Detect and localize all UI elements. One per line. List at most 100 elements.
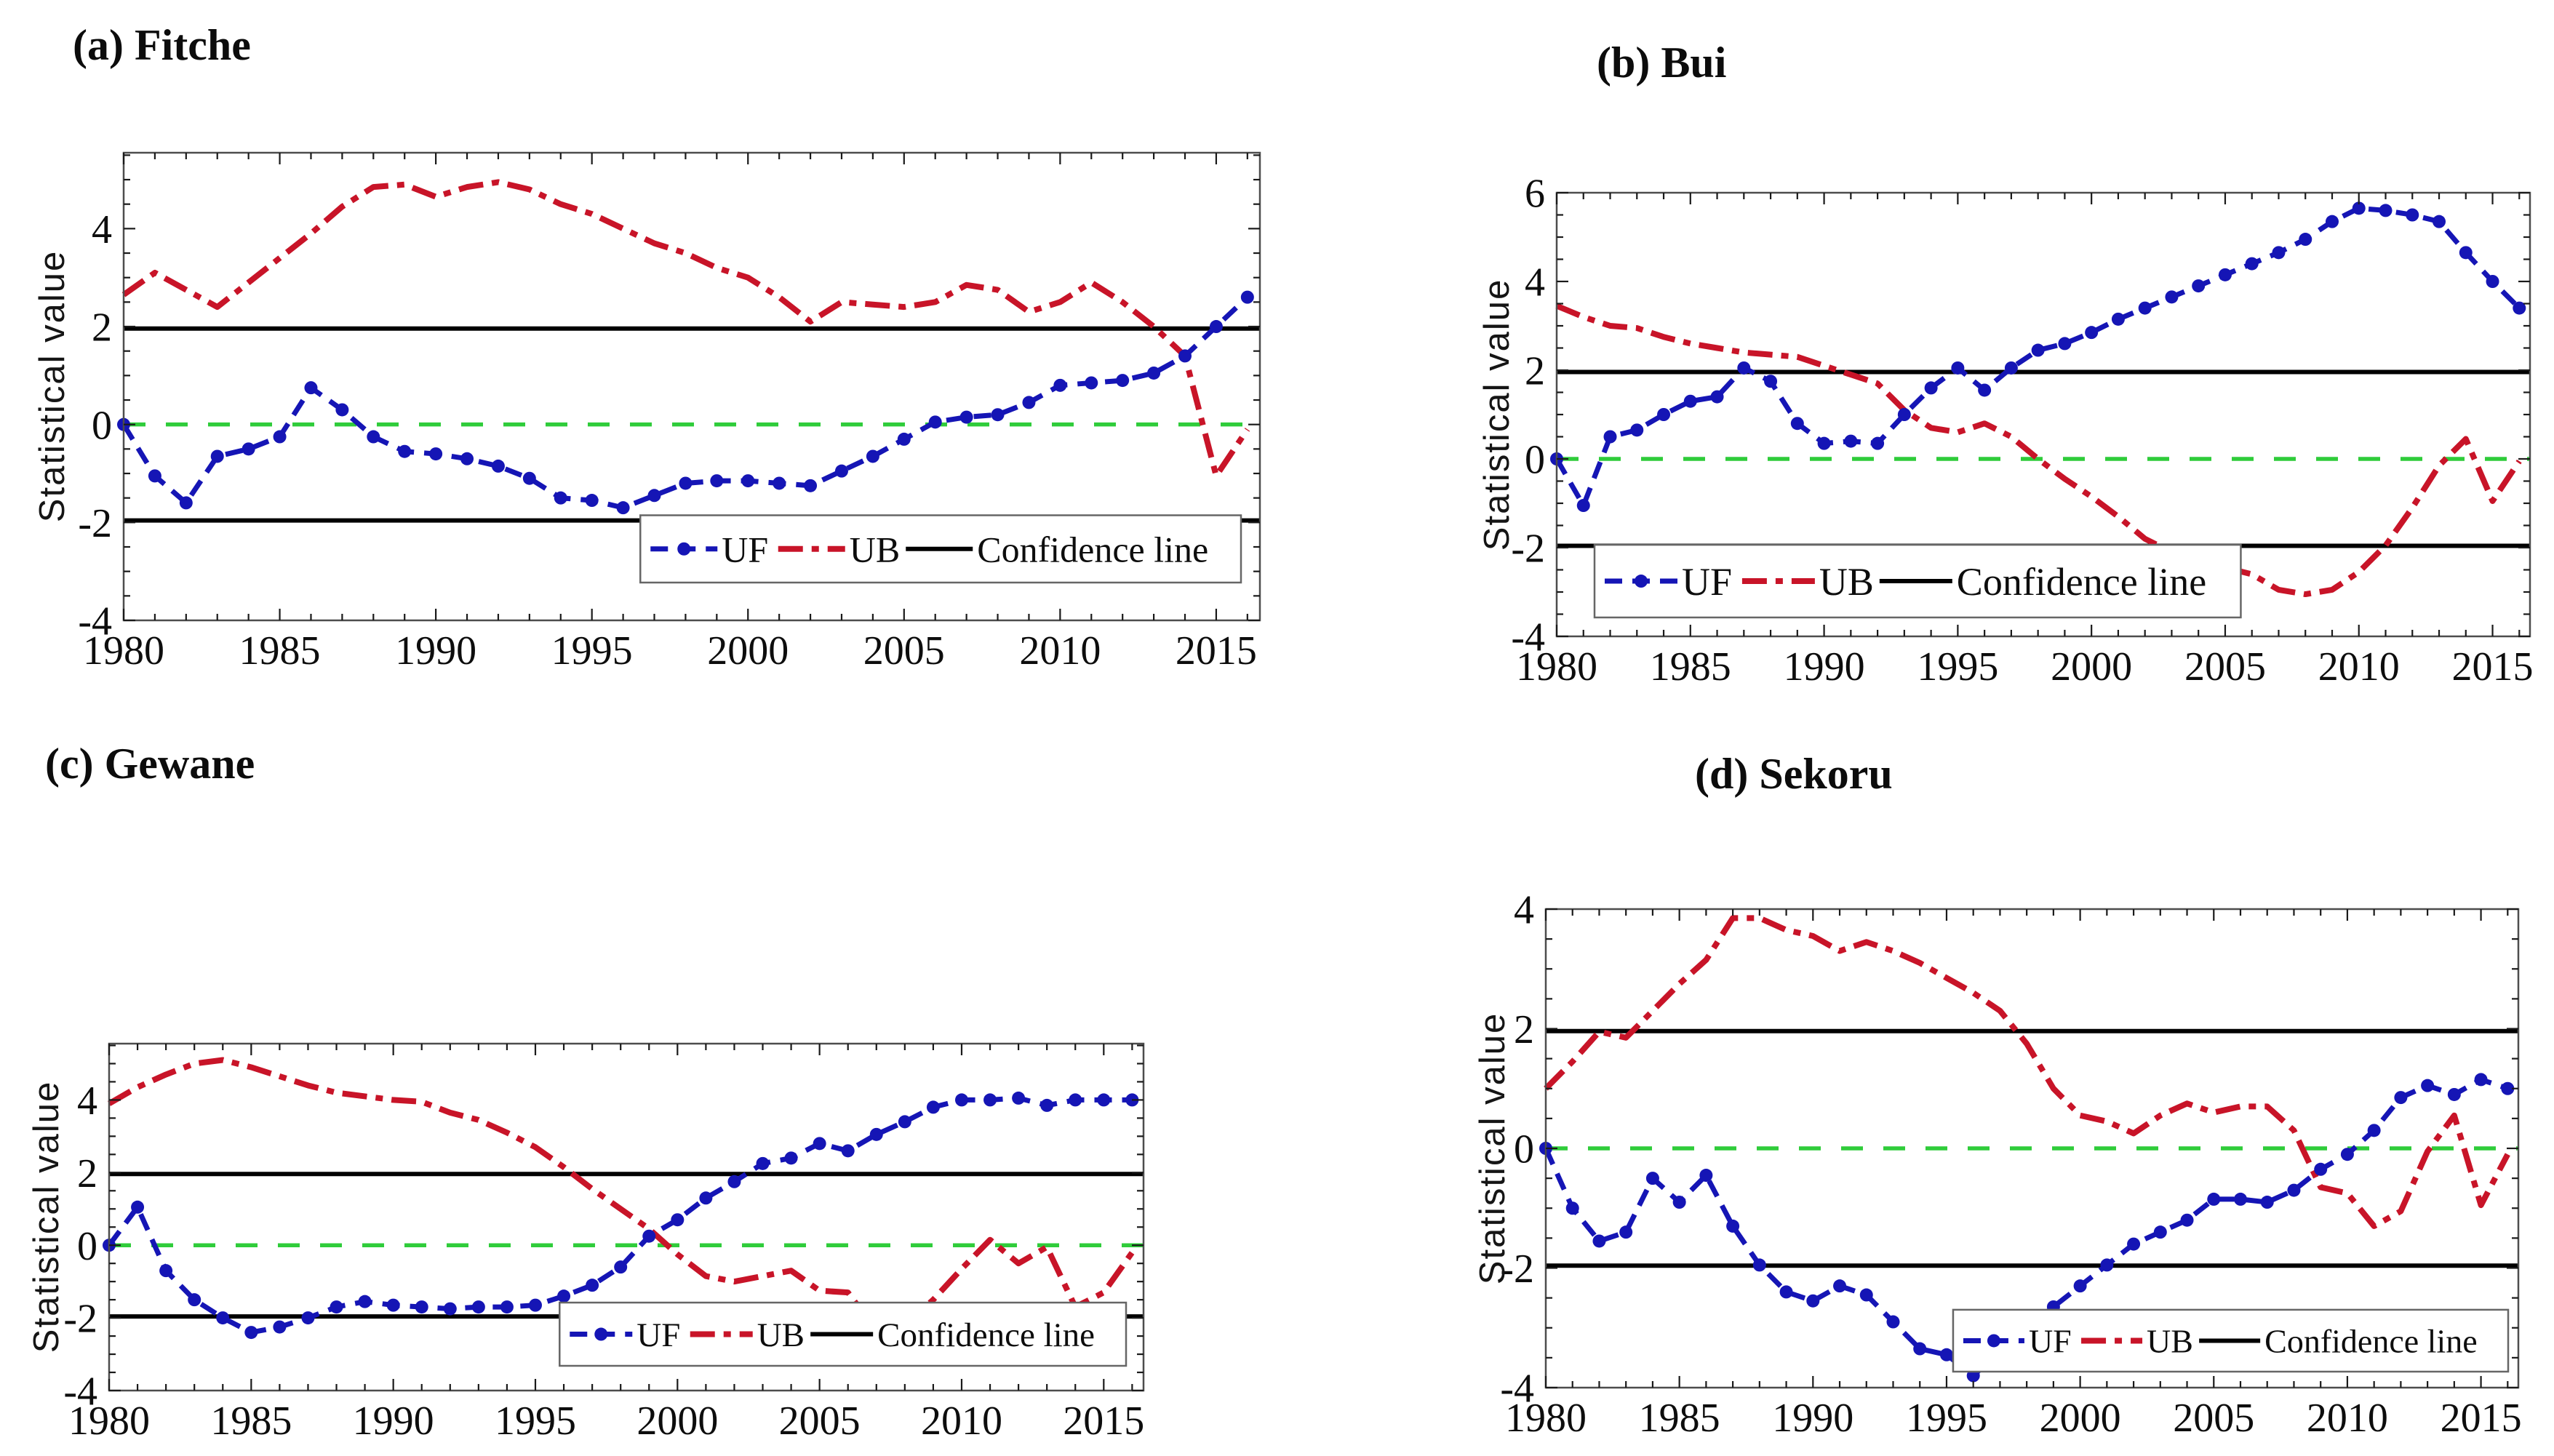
legend-uf-marker: [1987, 1334, 2000, 1348]
x-tick-label: 2005: [2184, 644, 2266, 689]
uf-point: [2058, 337, 2072, 351]
x-tick-label: 2010: [921, 1399, 1002, 1444]
uf-point: [210, 449, 224, 463]
uf-point: [1022, 396, 1036, 409]
y-tick-label: 6: [1525, 172, 1545, 217]
x-tick-label: 2015: [2452, 644, 2534, 689]
x-tick-label: 1985: [1650, 644, 1731, 689]
ub-line: [108, 1057, 1135, 1334]
legend-label-uf: UF: [2029, 1323, 2072, 1360]
uf-point: [2165, 290, 2179, 304]
x-tick-label: 2000: [707, 628, 789, 673]
uf-point: [834, 464, 848, 478]
legend-uf-marker: [594, 1327, 608, 1341]
uf-point: [2207, 1192, 2221, 1206]
uf-point: [841, 1144, 855, 1158]
uf-point: [522, 471, 536, 485]
uf-point: [614, 1260, 628, 1274]
uf-point: [1710, 390, 1724, 404]
uf-point: [1764, 375, 1778, 388]
x-tick-label: 2000: [2040, 1396, 2121, 1441]
y-tick-label: 4: [77, 1079, 97, 1124]
y-tick-label: 0: [1525, 438, 1545, 483]
uf-point: [1116, 374, 1130, 388]
uf-point: [2447, 1087, 2461, 1101]
y-tick-label: 4: [1525, 260, 1545, 305]
legend-a: UF UB Confidence line: [639, 514, 1242, 584]
x-tick-label: 2000: [2051, 644, 2132, 689]
uf-point: [244, 1326, 258, 1340]
plot-border: [108, 1042, 1145, 1392]
uf-point: [1576, 499, 1590, 513]
uf-point: [1097, 1093, 1111, 1107]
uf-point: [2153, 1225, 2167, 1239]
uf-point: [491, 459, 505, 473]
uf-point: [273, 1320, 287, 1334]
panel-a-ylabel: Statistical value: [33, 249, 72, 523]
uf-point: [554, 491, 567, 505]
uf-point: [304, 381, 318, 395]
legend-label-ub: UB: [757, 1316, 805, 1354]
y-tick-label: -4: [1500, 1367, 1534, 1412]
uf-point: [2421, 1079, 2435, 1092]
uf-point: [2180, 1213, 2194, 1227]
uf-point: [926, 1100, 940, 1114]
uf-point: [983, 1093, 997, 1107]
uf-point: [415, 1300, 428, 1314]
uf-point: [2474, 1073, 2488, 1087]
uf-point: [1147, 366, 1161, 380]
y-tick-label: 2: [1514, 1007, 1534, 1052]
legend-label-conf: Confidence line: [1957, 560, 2206, 604]
uf-point: [2085, 326, 2099, 340]
uf-point: [1859, 1288, 1873, 1302]
x-tick-label: 1995: [495, 1399, 576, 1444]
panel-b-ylabel: Statistical value: [1477, 278, 1517, 551]
y-tick-label: -2: [1511, 527, 1545, 572]
y-tick-label: 2: [92, 305, 112, 351]
uf-point: [1726, 1219, 1740, 1233]
y-tick-label: 2: [77, 1151, 97, 1196]
x-tick-label: 1980: [1505, 1396, 1587, 1441]
uf-point: [586, 1279, 599, 1292]
axis-tick-labels: 1980 1985 1990 1995 2000 2005 2010 2015 -4 -2 0 2 4: [63, 1079, 1144, 1444]
uf-point: [2234, 1192, 2247, 1206]
x-tick-label: 2005: [863, 628, 945, 673]
uf-point: [2394, 1091, 2408, 1105]
uf-point: [330, 1300, 343, 1314]
uf-point: [1053, 378, 1067, 392]
uf-point: [429, 447, 443, 461]
uf-point: [2433, 215, 2446, 228]
uf-point: [1178, 349, 1192, 363]
uf-point: [784, 1151, 798, 1165]
uf-point: [2192, 279, 2206, 293]
uf-point: [679, 476, 693, 490]
x-tick-label: 2005: [2173, 1396, 2254, 1441]
uf-point: [471, 1300, 485, 1314]
legend-label-conf: Confidence line: [877, 1316, 1095, 1354]
ub-line: [1555, 303, 2522, 598]
uf-point: [1683, 394, 1697, 408]
legend-c: UF UB Confidence line: [559, 1301, 1128, 1367]
uf-point: [1630, 423, 1644, 437]
panel-c: 1980 1985 1990 1995 2000 2005 2010 2015 -4 -2 0 2 4 U…: [63, 1042, 1145, 1444]
uf-point: [1012, 1091, 1026, 1105]
x-tick-label: 2005: [779, 1399, 861, 1444]
uf-point: [1779, 1285, 1793, 1299]
uf-point: [1939, 1348, 1953, 1361]
uf-point: [148, 469, 161, 483]
uf-point: [699, 1191, 713, 1205]
uf-point: [1592, 1234, 1606, 1248]
y-tick-label: 4: [1514, 888, 1534, 933]
y-tick-label: 0: [1514, 1127, 1534, 1172]
uf-point: [242, 442, 255, 456]
legend-uf-marker: [1635, 575, 1648, 588]
uf-point: [1817, 436, 1831, 450]
legend-label-uf: UF: [1682, 560, 1732, 604]
legend-uf-marker: [677, 542, 691, 556]
uf-point: [928, 415, 942, 429]
uf-point: [866, 449, 879, 463]
uf-point: [2352, 201, 2366, 215]
x-tick-label: 1990: [1772, 1396, 1853, 1441]
legend-d: UF UB Confidence line: [1952, 1308, 2510, 1373]
uf-point: [2004, 361, 2018, 375]
